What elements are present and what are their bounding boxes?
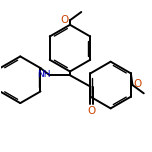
Text: NH: NH — [37, 70, 50, 79]
Text: O: O — [133, 79, 142, 89]
Text: O: O — [60, 15, 69, 25]
Text: O: O — [87, 106, 96, 116]
